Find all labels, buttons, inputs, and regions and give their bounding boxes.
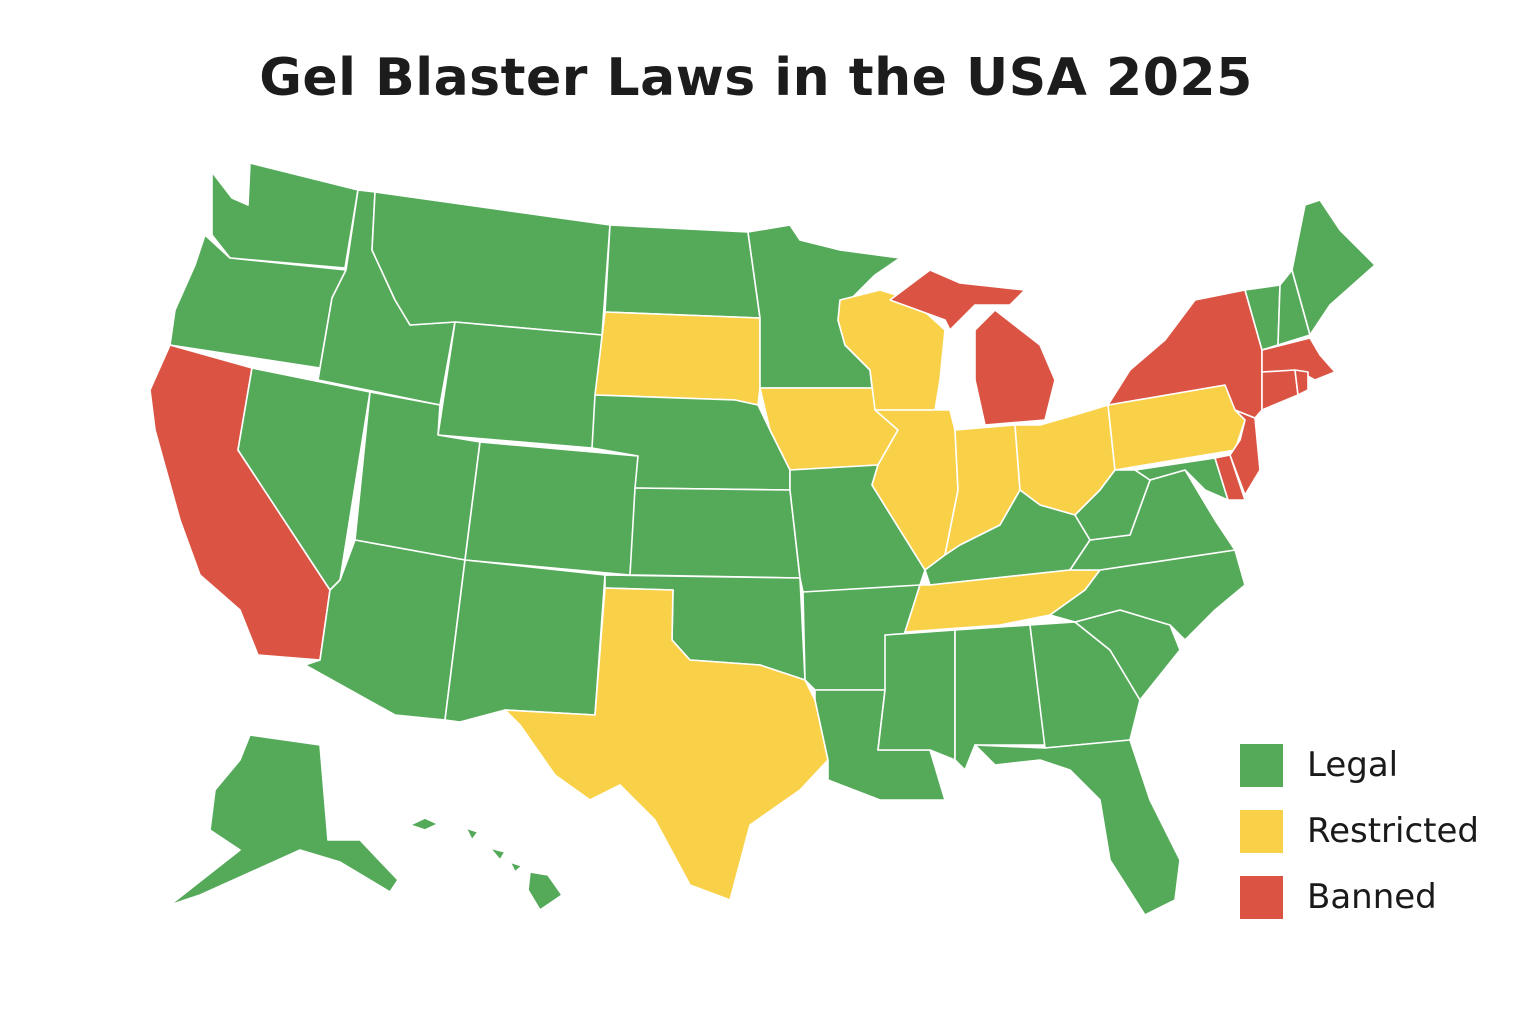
state-shape-wy <box>437 321 603 449</box>
state-nj <box>1229 409 1261 496</box>
state-shape-hi <box>527 871 563 911</box>
legend-label: Banned <box>1307 877 1437 917</box>
state-wy <box>437 321 603 449</box>
state-shape-hi <box>489 847 506 861</box>
legend-swatch-restricted <box>1240 809 1283 853</box>
state-shape-mt <box>371 191 611 336</box>
state-shape-sd <box>594 311 761 406</box>
state-nm <box>444 559 606 723</box>
state-wa <box>211 162 359 269</box>
state-sd <box>594 311 761 406</box>
state-ms <box>877 629 956 761</box>
state-shape-me <box>1291 199 1376 336</box>
state-shape-de <box>1214 454 1246 501</box>
legend-item-legal: Legal <box>1240 732 1479 798</box>
legend-swatch-banned <box>1240 875 1283 919</box>
state-shape-fl <box>974 739 1181 916</box>
state-co <box>464 441 639 576</box>
state-shape-co <box>464 441 639 576</box>
state-fl <box>974 739 1181 916</box>
state-hi <box>409 817 563 911</box>
state-me <box>1291 199 1376 336</box>
state-ks <box>629 487 801 579</box>
state-shape-ct <box>1261 369 1299 411</box>
state-shape-nd <box>604 224 761 319</box>
state-shape-hi <box>465 827 479 841</box>
legend: Legal Restricted Banned <box>1240 732 1479 930</box>
state-shape-hi <box>509 861 523 873</box>
legend-item-restricted: Restricted <box>1240 798 1479 864</box>
state-shape-tx <box>504 587 829 901</box>
state-shape-ks <box>629 487 801 579</box>
legend-swatch-legal <box>1240 743 1283 787</box>
state-shape-nm <box>444 559 606 723</box>
state-shape-mi <box>889 269 1026 331</box>
state-shape-mi <box>974 309 1056 426</box>
state-nc <box>1049 549 1246 641</box>
legend-label: Restricted <box>1307 811 1480 851</box>
state-ak <box>169 734 399 906</box>
state-ct <box>1261 369 1299 411</box>
state-de <box>1214 454 1246 501</box>
legend-item-banned: Banned <box>1240 864 1479 930</box>
state-shape-ri <box>1294 369 1309 396</box>
state-shape-ms <box>877 629 956 761</box>
state-nd <box>604 224 761 319</box>
state-shape-wa <box>211 162 359 269</box>
state-shape-hi <box>409 817 439 831</box>
state-shape-nc <box>1049 549 1246 641</box>
state-tx <box>504 587 829 901</box>
legend-label: Legal <box>1307 745 1399 785</box>
state-shape-nj <box>1229 409 1261 496</box>
state-ri <box>1294 369 1309 396</box>
state-mt <box>371 191 611 336</box>
map-title: Gel Blaster Laws in the USA 2025 <box>259 48 1253 108</box>
state-mi <box>889 269 1056 426</box>
state-shape-ak <box>169 734 399 906</box>
